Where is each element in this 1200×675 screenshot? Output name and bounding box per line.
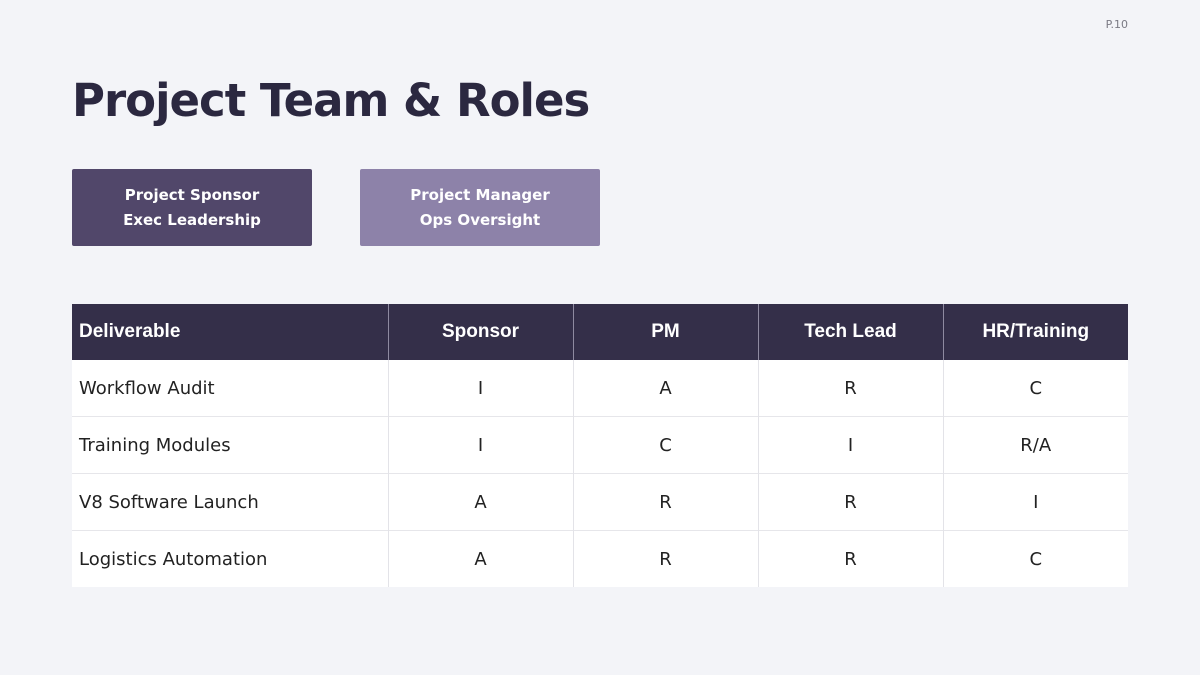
column-header-pm: PM: [572, 304, 758, 360]
column-header-hr-training: HR/Training: [942, 304, 1128, 360]
role-description: Ops Oversight: [419, 210, 541, 229]
deliverable-cell: Training Modules: [72, 416, 388, 474]
page-title: Project Team & Roles: [72, 74, 590, 127]
raci-cell: C: [572, 416, 758, 474]
raci-cell: R/A: [942, 416, 1128, 474]
raci-cell: R: [572, 530, 758, 587]
raci-cell: I: [757, 416, 943, 474]
table-row: Workflow Audit I A R C: [72, 360, 1128, 417]
table-row: Training Modules I C I R/A: [72, 416, 1128, 474]
raci-cell: R: [757, 473, 943, 531]
raci-cell: I: [387, 360, 573, 417]
raci-cell: C: [942, 360, 1128, 417]
page-number: P.10: [1105, 18, 1128, 31]
raci-cell: R: [757, 530, 943, 587]
raci-cell: C: [942, 530, 1128, 587]
raci-cell: R: [572, 473, 758, 531]
raci-cell: A: [387, 473, 573, 531]
column-header-tech-lead: Tech Lead: [757, 304, 943, 360]
column-header-sponsor: Sponsor: [387, 304, 573, 360]
raci-cell: R: [757, 360, 943, 417]
deliverable-cell: Logistics Automation: [72, 530, 388, 587]
raci-matrix-table: Deliverable Sponsor PM Tech Lead HR/Trai…: [72, 304, 1128, 587]
role-card-project-manager: Project Manager Ops Oversight: [360, 169, 600, 246]
table-row: Logistics Automation A R R C: [72, 530, 1128, 587]
deliverable-cell: Workflow Audit: [79, 377, 215, 399]
deliverable-cell: V8 Software Launch: [72, 473, 388, 531]
role-title: Project Manager: [410, 185, 550, 204]
raci-cell: A: [572, 360, 758, 417]
table-header-row: Deliverable Sponsor PM Tech Lead HR/Trai…: [72, 304, 1128, 360]
role-description: Exec Leadership: [123, 210, 261, 229]
raci-cell: A: [387, 530, 573, 587]
raci-cell: I: [387, 416, 573, 474]
table-row: V8 Software Launch A R R I: [72, 473, 1128, 531]
role-card-project-sponsor: Project Sponsor Exec Leadership: [72, 169, 312, 246]
column-header-deliverable: Deliverable: [72, 304, 388, 360]
role-title: Project Sponsor: [124, 185, 260, 204]
raci-cell: I: [942, 473, 1128, 531]
